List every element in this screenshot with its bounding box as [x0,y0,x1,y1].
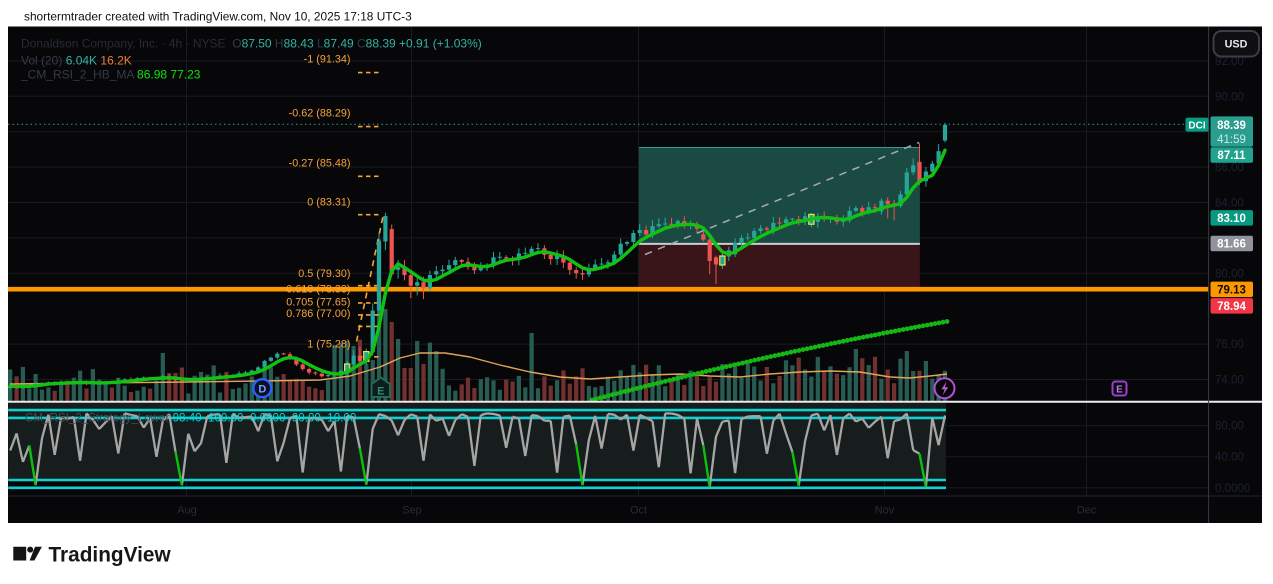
svg-text:Sep: Sep [402,505,422,517]
svg-text:92.00: 92.00 [1215,56,1244,68]
svg-text:76.00: 76.00 [1215,339,1244,351]
svg-text:-0.27 (85.48): -0.27 (85.48) [289,157,351,169]
svg-text:shortermtrader created with Tr: shortermtrader created with TradingView.… [24,10,412,24]
svg-text:TradingView: TradingView [49,544,172,567]
svg-text:90.00: 90.00 [1215,91,1244,103]
svg-text:CM_RSI_2_Strategy_Lower 98.40: CM_RSI_2_Strategy_Lower 98.40 100.00 0.0… [25,412,356,425]
svg-text:Oct: Oct [630,505,647,517]
svg-text:USD: USD [1225,39,1248,51]
svg-text:81.66: 81.66 [1217,238,1246,250]
svg-text:80.00: 80.00 [1215,421,1244,433]
svg-text:Dec: Dec [1077,505,1097,517]
svg-text:Donaldson Company, Inc. · 4h ·: Donaldson Company, Inc. · 4h · NYSE O87.… [21,37,482,51]
svg-text:Nov: Nov [875,505,895,517]
svg-text:83.10: 83.10 [1217,213,1246,225]
svg-text:0 (83.31): 0 (83.31) [307,196,350,208]
svg-text:0.618 (78.33): 0.618 (78.33) [286,283,350,295]
svg-text:88.39: 88.39 [1217,120,1246,132]
svg-text:0.786 (77.00): 0.786 (77.00) [286,308,350,320]
svg-text:D: D [258,384,266,396]
svg-text:41:59: 41:59 [1217,134,1246,146]
svg-text:1 (75.28): 1 (75.28) [307,338,350,350]
svg-text:-0.62 (88.29): -0.62 (88.29) [289,107,351,119]
svg-text:86.00: 86.00 [1215,162,1244,174]
svg-text:E: E [1116,384,1123,395]
svg-text:80.00: 80.00 [1215,268,1244,280]
svg-text:E: E [377,385,384,397]
svg-text:40.00: 40.00 [1215,452,1244,464]
svg-text:Aug: Aug [177,505,197,517]
svg-text:78.94: 78.94 [1217,301,1246,313]
svg-text:79.13: 79.13 [1217,284,1246,296]
svg-text:74.00: 74.00 [1215,375,1244,387]
svg-text:Vol (20) 6.04K 16.2K: Vol (20) 6.04K 16.2K [21,54,132,68]
svg-text:0.5 (79.30): 0.5 (79.30) [298,268,350,280]
svg-text:0.705 (77.65): 0.705 (77.65) [286,296,350,308]
svg-text:84.00: 84.00 [1215,198,1244,210]
svg-text:DCI: DCI [1188,120,1205,131]
svg-text:-1 (91.34): -1 (91.34) [304,53,351,65]
svg-text:_CM_RSI_2_HB_MA 86.98 77.23: _CM_RSI_2_HB_MA 86.98 77.23 [20,68,201,82]
svg-text:0.0000: 0.0000 [1215,483,1250,495]
svg-text:87.11: 87.11 [1217,150,1246,162]
